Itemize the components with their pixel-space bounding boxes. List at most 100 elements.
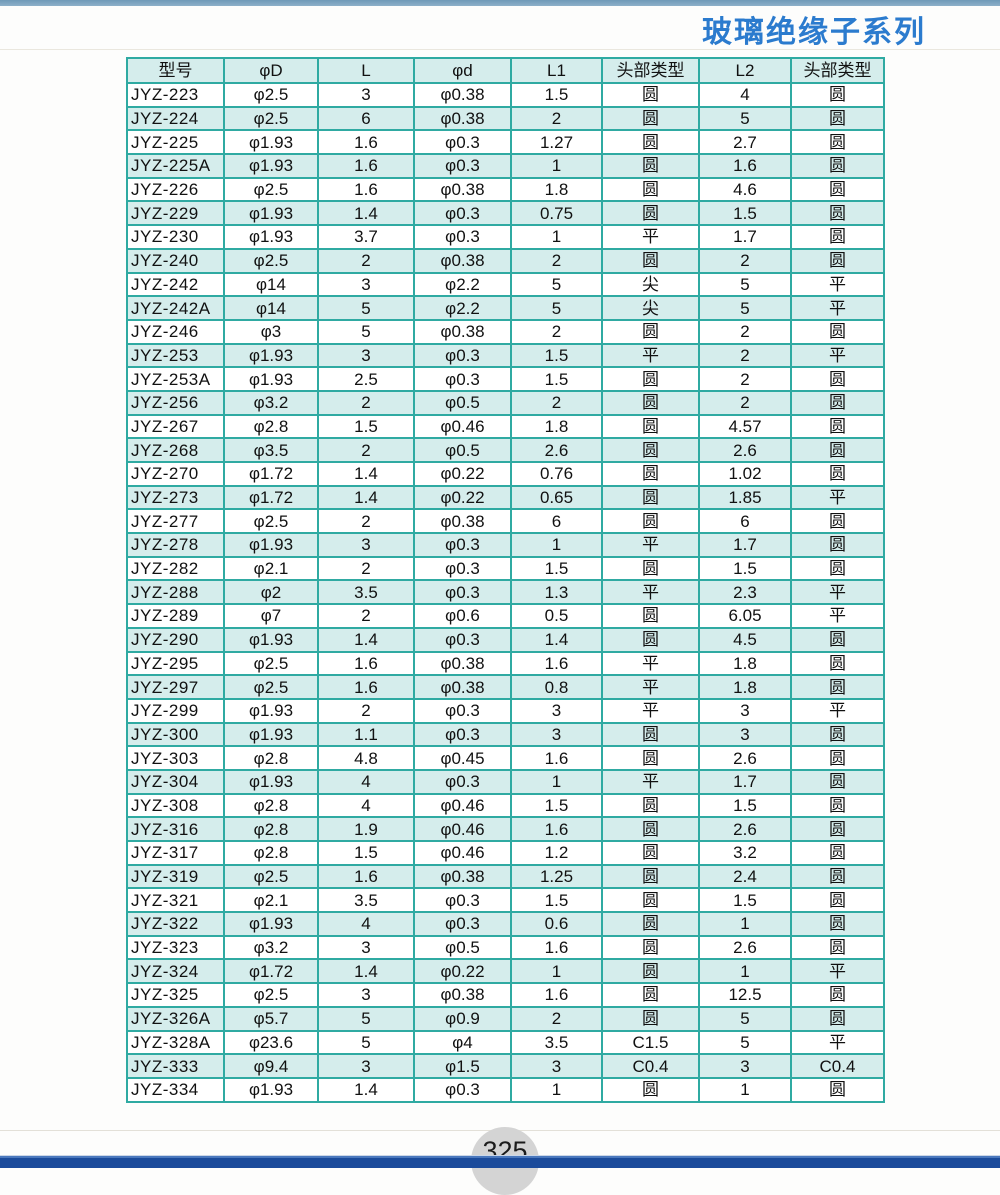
value-cell: 5	[317, 1029, 415, 1056]
value-cell: 4.5	[698, 626, 792, 653]
value-cell: 3	[698, 1053, 792, 1079]
value-cell: 1.5	[510, 792, 603, 819]
value-cell: φ0.5	[413, 934, 512, 961]
value-cell: 平	[790, 271, 885, 298]
value-cell: 1.6	[510, 650, 603, 677]
value-cell: 平	[601, 579, 700, 606]
value-cell: 圆	[790, 911, 885, 937]
value-cell: 圆	[601, 911, 700, 937]
value-cell: φ2.5	[223, 863, 319, 890]
value-cell: φ1.93	[223, 129, 319, 156]
value-cell: 3	[317, 982, 415, 1008]
value-cell: 1.1	[317, 721, 415, 748]
value-cell: φ0.3	[413, 555, 512, 582]
value-cell: φ0.3	[413, 721, 512, 748]
model-cell: JYZ-303	[126, 745, 225, 771]
value-cell: 圆	[790, 82, 885, 108]
value-cell: 1.8	[698, 650, 792, 677]
table-row: JYZ-308 φ2.8 4 φ0.46 1.5 圆 1.5 圆	[126, 792, 885, 819]
value-cell: φ0.46	[413, 816, 512, 842]
value-cell: 1.9	[317, 816, 415, 842]
value-cell: 圆	[601, 389, 700, 416]
table-row: JYZ-297 φ2.5 1.6 φ0.38 0.8 平 1.8 圆	[126, 674, 885, 700]
value-cell: 2	[510, 105, 603, 132]
model-cell: JYZ-273	[126, 484, 225, 511]
value-cell: φ1.93	[223, 721, 319, 748]
value-cell: 圆	[790, 153, 885, 179]
value-cell: 1.6	[510, 745, 603, 771]
value-cell: 平	[601, 650, 700, 677]
value-cell: 尖	[601, 271, 700, 298]
model-cell: JYZ-295	[126, 650, 225, 677]
value-cell: φ9.4	[223, 1053, 319, 1079]
value-cell: 0.75	[510, 200, 603, 227]
value-cell: 圆	[601, 626, 700, 653]
value-cell: 圆	[790, 650, 885, 677]
value-cell: φ2.2	[413, 271, 512, 298]
value-cell: 2	[510, 247, 603, 274]
value-cell: 3.5	[317, 887, 415, 914]
value-cell: 平	[790, 1029, 885, 1056]
value-cell: 圆	[601, 461, 700, 487]
value-cell: 圆	[601, 176, 700, 203]
value-cell: φ2.8	[223, 413, 319, 440]
value-cell: 4.57	[698, 413, 792, 440]
value-cell: 3	[317, 82, 415, 108]
value-cell: 圆	[790, 224, 885, 250]
table-row: JYZ-295 φ2.5 1.6 φ0.38 1.6 平 1.8 圆	[126, 650, 885, 677]
value-cell: φ0.38	[413, 508, 512, 535]
value-cell: 2	[510, 1005, 603, 1032]
value-cell: φ2.5	[223, 176, 319, 203]
value-cell: 1.4	[317, 200, 415, 227]
value-cell: φ0.22	[413, 484, 512, 511]
value-cell: 2	[698, 366, 792, 392]
table-row: JYZ-319 φ2.5 1.6 φ0.38 1.25 圆 2.4 圆	[126, 863, 885, 890]
value-cell: 圆	[790, 389, 885, 416]
value-cell: 3	[510, 1053, 603, 1079]
value-cell: φ23.6	[223, 1029, 319, 1056]
value-cell: 5	[317, 295, 415, 321]
value-cell: 圆	[601, 1005, 700, 1032]
value-cell: 1.85	[698, 484, 792, 511]
value-cell: 圆	[790, 129, 885, 156]
value-cell: φ3.2	[223, 389, 319, 416]
table-row: JYZ-282 φ2.1 2 φ0.3 1.5 圆 1.5 圆	[126, 555, 885, 582]
table-row: JYZ-321 φ2.1 3.5 φ0.3 1.5 圆 1.5 圆	[126, 887, 885, 914]
model-cell: JYZ-334	[126, 1076, 225, 1103]
value-cell: 圆	[790, 863, 885, 890]
value-cell: 1.2	[510, 840, 603, 866]
table-body: JYZ-223 φ2.5 3 φ0.38 1.5 圆 4 圆 JYZ-224 φ2.5 6 φ0.38…	[126, 82, 885, 1103]
model-cell: JYZ-316	[126, 816, 225, 842]
value-cell: 1	[510, 532, 603, 558]
value-cell: 1	[510, 958, 603, 985]
value-cell: φ2.8	[223, 816, 319, 842]
model-cell: JYZ-240	[126, 247, 225, 274]
table-row: JYZ-268 φ3.5 2 φ0.5 2.6 圆 2.6 圆	[126, 437, 885, 463]
value-cell: 1.5	[698, 555, 792, 582]
value-cell: 1.7	[698, 224, 792, 250]
value-cell: φ0.3	[413, 532, 512, 558]
value-cell: 0.5	[510, 603, 603, 629]
value-cell: 2.6	[510, 437, 603, 463]
value-cell: φ1.72	[223, 461, 319, 487]
value-cell: 0.76	[510, 461, 603, 487]
value-cell: 平	[790, 697, 885, 724]
table-row: JYZ-316 φ2.8 1.9 φ0.46 1.6 圆 2.6 圆	[126, 816, 885, 842]
value-cell: 尖	[601, 295, 700, 321]
value-cell: 1.7	[698, 532, 792, 558]
model-cell: JYZ-304	[126, 768, 225, 795]
value-cell: φ0.3	[413, 200, 512, 227]
value-cell: 2	[698, 342, 792, 369]
table-row: JYZ-225 φ1.93 1.6 φ0.3 1.27 圆 2.7 圆	[126, 129, 885, 156]
value-cell: 圆	[601, 437, 700, 463]
value-cell: 2	[317, 603, 415, 629]
value-cell: 圆	[790, 745, 885, 771]
model-cell: JYZ-267	[126, 413, 225, 440]
value-cell: 1.27	[510, 129, 603, 156]
value-cell: φ1.93	[223, 366, 319, 392]
table-row: JYZ-323 φ3.2 3 φ0.5 1.6 圆 2.6 圆	[126, 934, 885, 961]
value-cell: 2	[698, 318, 792, 345]
value-cell: φ0.3	[413, 579, 512, 606]
value-cell: 圆	[790, 792, 885, 819]
value-cell: φ1.93	[223, 911, 319, 937]
